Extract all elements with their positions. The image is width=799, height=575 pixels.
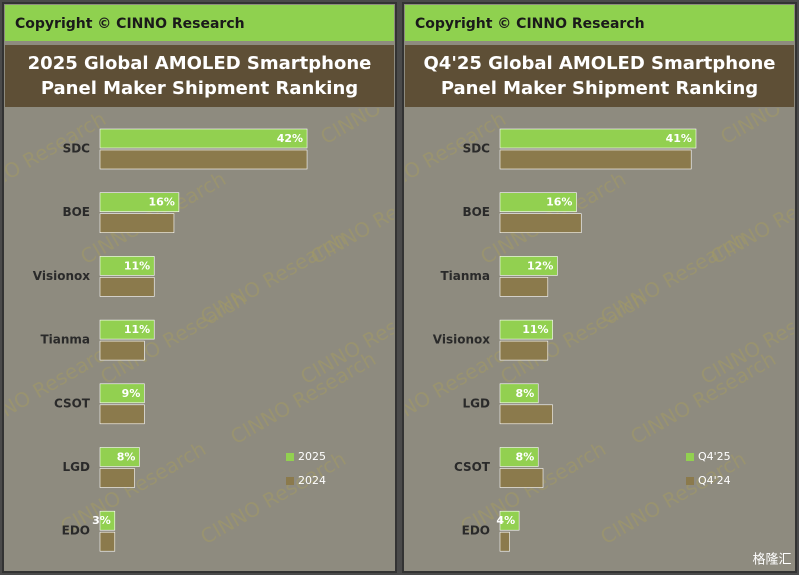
bar [499,213,582,233]
bar [499,256,558,276]
bar [499,531,510,552]
value-label: 41% [666,132,692,145]
value-label: 4% [496,514,515,527]
bar [99,277,155,297]
value-label: 16% [546,196,572,209]
bar [99,340,145,361]
bar [499,468,544,488]
title-band [5,45,394,107]
category-label: EDO [62,524,90,538]
value-label: 11% [124,259,150,272]
bar [99,192,180,212]
chart-title: Panel Maker Shipment Ranking [441,78,758,99]
category-label: Tianma [440,269,490,283]
bar [499,340,549,361]
value-label: 9% [122,387,141,400]
legend-swatch [286,477,294,485]
legend-swatch [286,453,294,461]
category-label: CSOT [454,460,491,474]
legend-swatch [686,453,694,461]
bar [499,192,577,212]
chart-title: Q4'25 Global AMOLED Smartphone [424,53,776,74]
bar [499,149,692,170]
bar [99,383,145,404]
chart-title: 2025 Global AMOLED Smartphone [28,53,372,74]
legend-label: Q4'25 [698,450,731,463]
category-label: Visionox [433,333,490,347]
category-label: SDC [63,142,91,156]
legend-label: 2024 [298,474,326,487]
bar [499,383,539,404]
title-band [405,45,794,107]
value-label: 8% [516,387,535,400]
header: Copyright © CINNO Research [15,16,245,32]
category-label: LGD [463,396,490,410]
value-label: 11% [522,323,548,336]
bar [99,404,145,425]
category-label: LGD [63,460,90,474]
bar [499,404,553,425]
bar [99,531,116,552]
category-label: BOE [462,205,490,219]
bar [499,447,539,467]
category-label: SDC [463,142,491,156]
bar [99,256,155,276]
header: Copyright © CINNO Research [415,16,645,32]
logo: 格隆汇 [752,552,791,568]
header-bar [5,5,394,41]
category-label: BOE [62,205,90,219]
bar [99,213,175,233]
bar [99,319,155,340]
chart-title: Panel Maker Shipment Ranking [41,78,358,99]
value-label: 12% [527,259,553,272]
category-label: CSOT [54,396,91,410]
bar [499,510,520,531]
bar [99,149,308,170]
category-label: Tianma [40,333,90,347]
value-label: 8% [117,451,136,464]
value-label: 16% [149,196,175,209]
bar [499,319,553,340]
value-label: 11% [124,323,150,336]
legend-swatch [686,477,694,485]
bar [99,447,140,467]
value-label: 3% [92,514,111,527]
header-bar [405,5,794,41]
bar [499,128,697,149]
category-label: EDO [462,524,490,538]
legend-label: Q4'24 [698,474,731,487]
value-label: 8% [516,451,535,464]
bar [99,468,135,488]
category-label: Visionox [33,269,90,283]
value-label: 42% [277,132,303,145]
bar [99,128,308,149]
bar [499,277,549,297]
legend-label: 2025 [298,450,326,463]
bar [99,510,116,531]
